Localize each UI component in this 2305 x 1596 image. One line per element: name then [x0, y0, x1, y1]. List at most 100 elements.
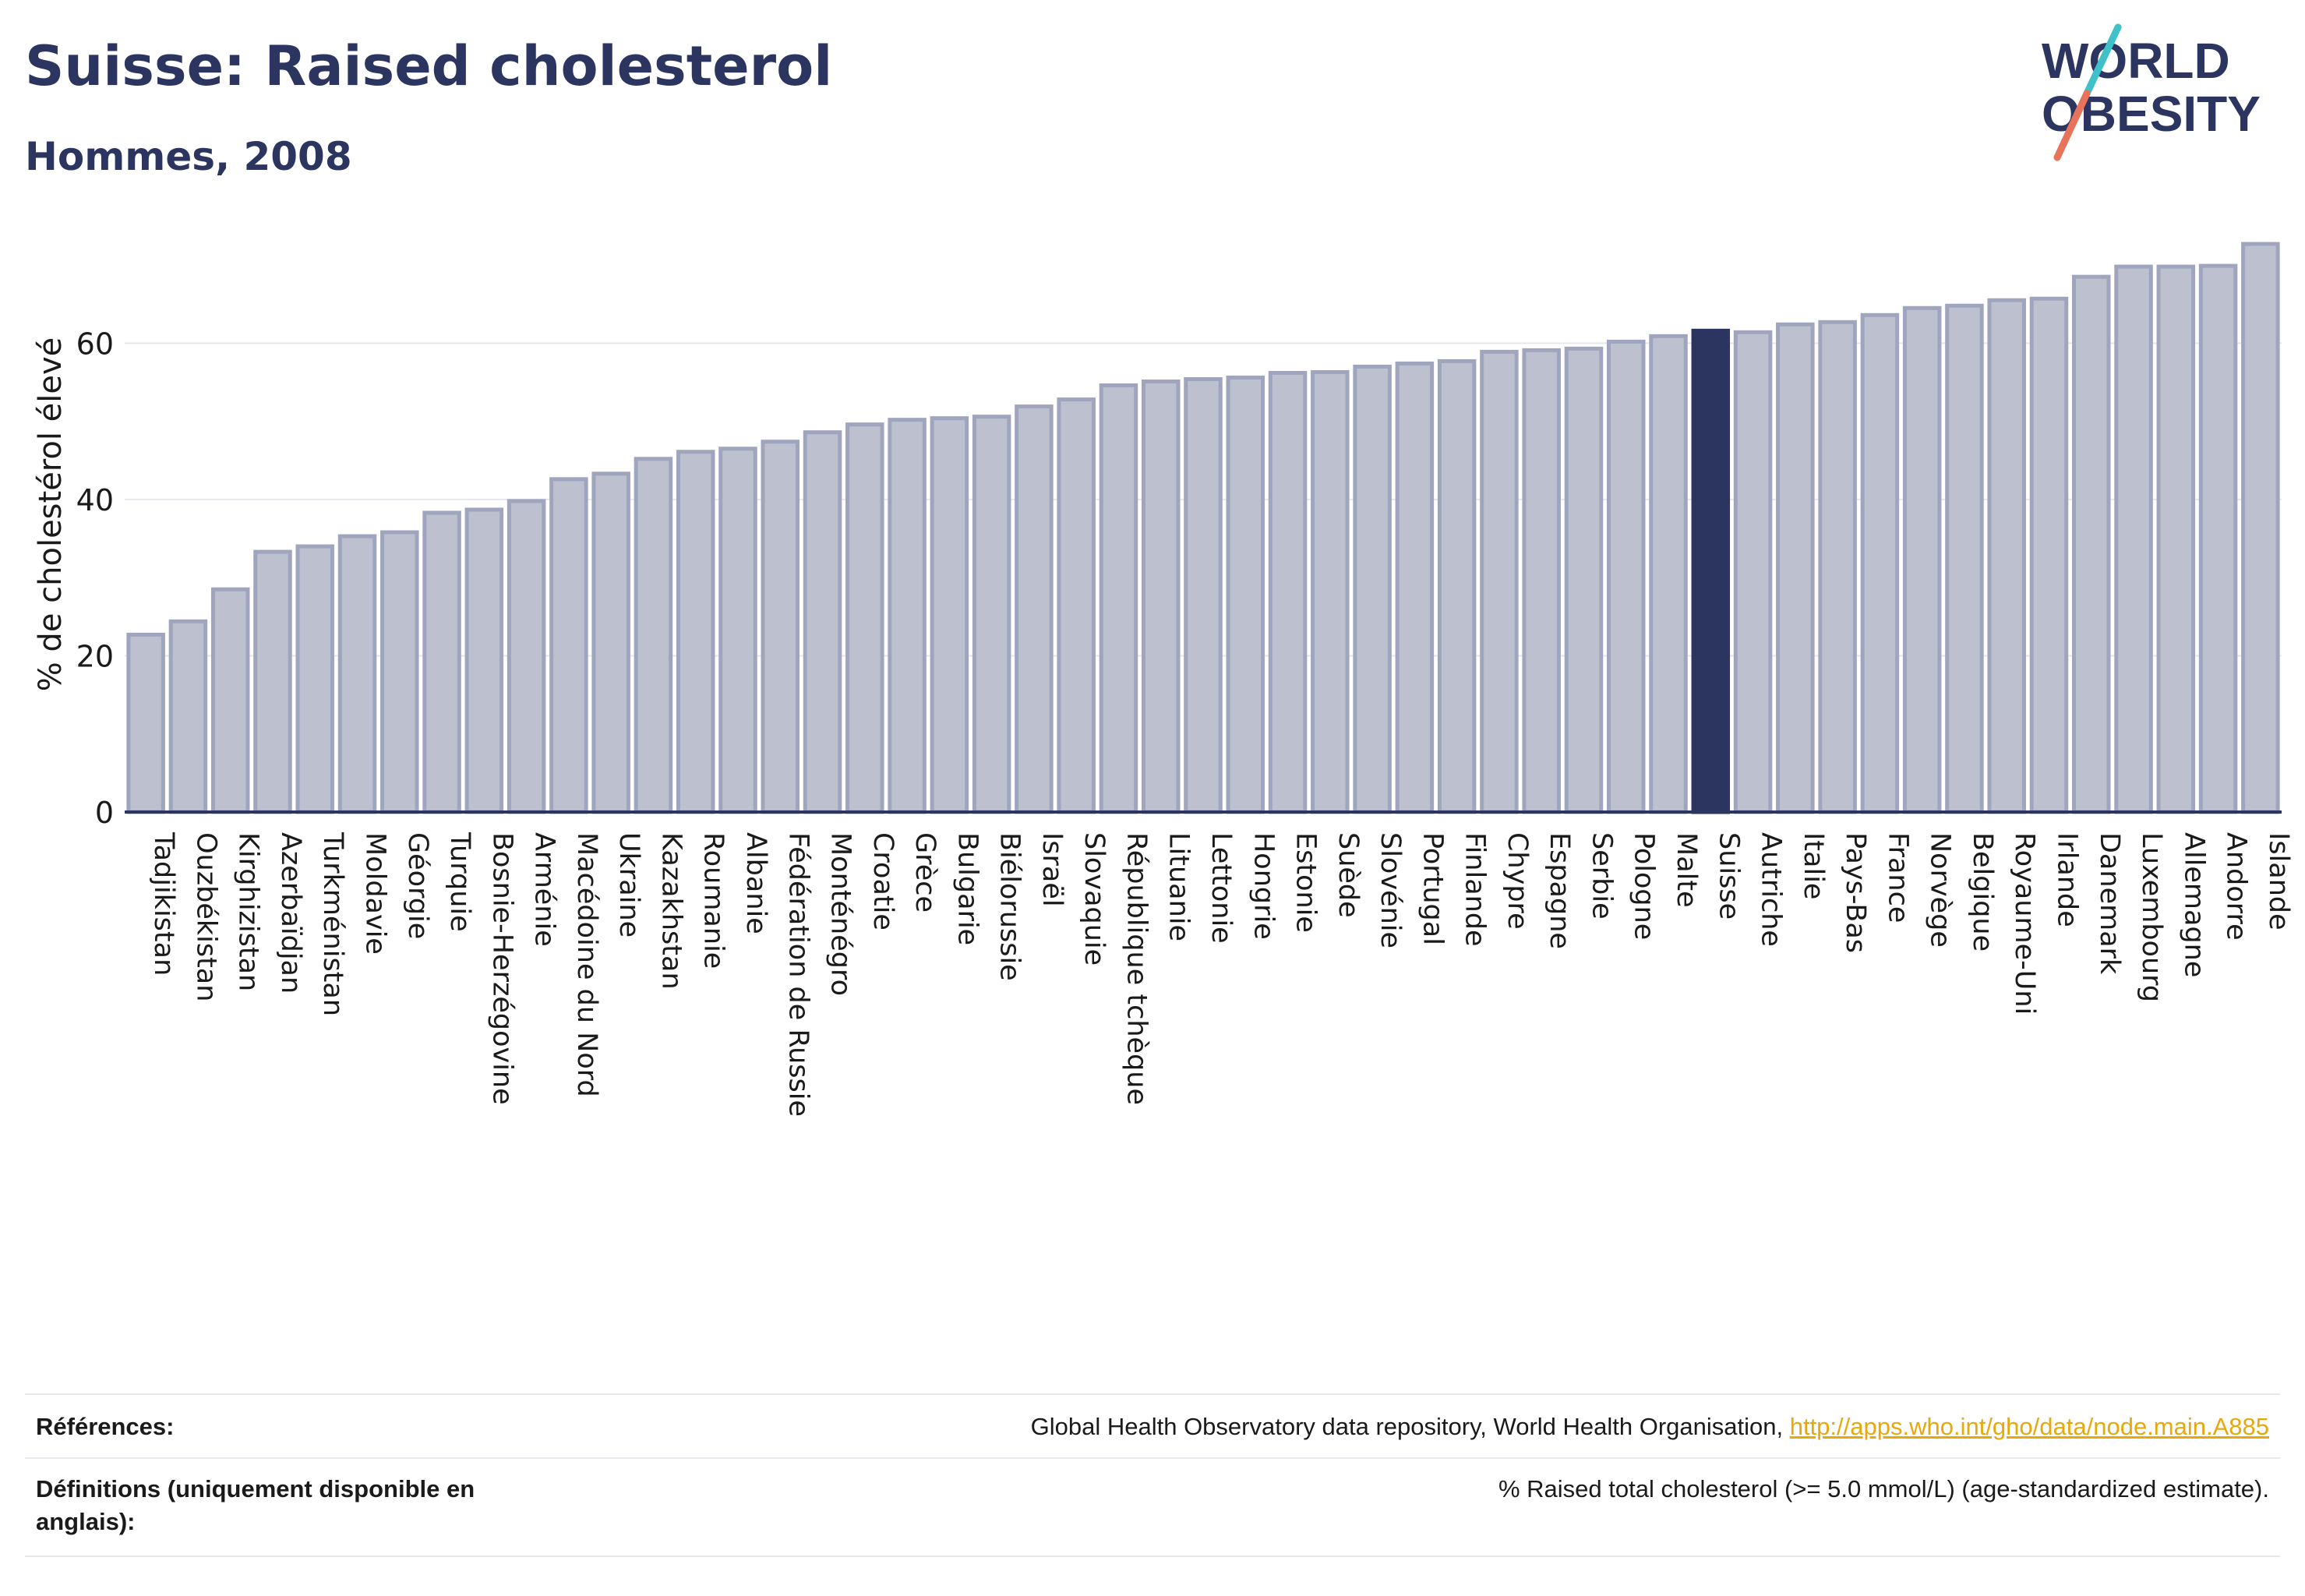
bar — [1184, 377, 1223, 814]
bar — [1902, 305, 1942, 814]
bar — [1268, 370, 1308, 814]
x-tick-label: France — [1882, 832, 1913, 923]
x-tick-label: Serbie — [1586, 832, 1617, 920]
bar — [591, 471, 630, 814]
bar — [1860, 312, 1900, 814]
x-tick-label: Fédération de Russie — [782, 832, 814, 1117]
x-tick-label: Croatie — [867, 832, 898, 930]
x-tick-label: Macédoine du Nord — [571, 832, 602, 1097]
references-label: Références: — [36, 1413, 175, 1440]
x-tick-label: Andorre — [2221, 832, 2252, 941]
definitions-value: % Raised total cholesterol (>= 5.0 mmol/… — [1498, 1475, 2269, 1502]
bar — [1226, 375, 1265, 814]
bar-chart: 0 20 40 60 Tadjikistan Ouzbékistan Kirghizist… — [33, 242, 2294, 1117]
x-tick-label: Autriche — [1756, 832, 1787, 947]
bar — [761, 440, 800, 814]
x-tick-label: Ukraine — [613, 832, 644, 937]
x-tick-label: Biélorussie — [994, 832, 1025, 981]
bar — [1987, 298, 2026, 814]
x-tick-label: Chypre — [1502, 832, 1533, 930]
x-tick-label: Arménie — [529, 832, 560, 947]
x-tick-label: Israël — [1036, 832, 1068, 907]
bar — [422, 510, 461, 814]
chart-subtitle: Hommes, 2008 — [25, 134, 352, 179]
x-tick-label: Monténégro — [825, 832, 856, 996]
x-tick-label: Suède — [1333, 832, 1364, 918]
bar — [972, 415, 1011, 814]
x-tick-label: Estonie — [1290, 832, 1322, 933]
bar — [1606, 339, 1646, 814]
bar — [464, 507, 504, 814]
axis-layer: 0 20 40 60 — [76, 327, 2282, 830]
y-tick-label: 60 — [76, 327, 114, 361]
x-tick-label: Norvège — [1925, 832, 1956, 948]
y-tick-label: 0 — [95, 796, 114, 830]
x-tick-label: Allemagne — [2178, 832, 2209, 977]
x-tick-label: Kirghizistan — [233, 832, 264, 991]
y-tick-label: 20 — [76, 639, 114, 673]
x-tick-label: Luxembourg — [2136, 832, 2167, 1002]
references-link[interactable]: http://apps.who.int/gho/data/node.main.A… — [1789, 1413, 2269, 1440]
bar — [337, 534, 377, 814]
bar — [1945, 303, 1984, 814]
x-tick-label: Ouzbékistan — [190, 832, 221, 1001]
x-tick-label: Suisse — [1713, 832, 1744, 920]
bar — [1733, 330, 1773, 814]
bar — [676, 450, 715, 814]
x-tick-label: Tadjikistan — [148, 832, 179, 976]
bar — [1057, 397, 1096, 814]
bar — [1311, 369, 1350, 814]
x-tick-label: Islande — [2263, 832, 2294, 930]
bar — [126, 632, 165, 814]
x-tick-label: Pologne — [1629, 832, 1660, 940]
y-axis-label: % de cholestérol élevé — [33, 337, 69, 692]
bar — [1015, 404, 1054, 814]
bar — [2029, 296, 2069, 814]
bar — [1395, 361, 1435, 814]
bar — [295, 544, 334, 814]
logo-slash-bottom — [2053, 90, 2091, 161]
x-tick-label: Grèce — [909, 832, 941, 913]
x-tick-label: Lettonie — [1205, 832, 1237, 944]
bar — [888, 418, 927, 814]
bar — [1564, 346, 1604, 814]
x-tick-labels: Tadjikistan Ouzbékistan Kirghizistan Azerba… — [148, 832, 2294, 1117]
references-text: Global Health Observatory data repositor… — [1030, 1413, 1790, 1440]
definitions-row: Définitions (uniquement disponible en an… — [25, 1457, 2280, 1557]
bar — [1141, 380, 1181, 814]
bar — [845, 422, 884, 814]
x-tick-label: Finlande — [1460, 832, 1491, 947]
bar — [2198, 263, 2238, 814]
bar — [803, 430, 842, 814]
x-tick-label: Lituanie — [1163, 832, 1195, 941]
x-tick-label: Slovaquie — [1078, 832, 1110, 966]
bar — [2072, 274, 2111, 814]
x-tick-label: Royaume-Uni — [2009, 832, 2040, 1015]
bar — [1437, 358, 1477, 814]
bars-layer — [126, 242, 2280, 814]
bar — [1522, 348, 1561, 814]
x-tick-label: Géorgie — [402, 832, 433, 939]
bar — [1818, 320, 1857, 814]
logo-slash-top — [2083, 23, 2122, 97]
x-tick-label: Turquie — [444, 832, 475, 932]
footer: Références: Global Health Observatory da… — [25, 1393, 2280, 1557]
chart-title: Suisse: Raised cholesterol — [25, 34, 833, 98]
bar — [930, 416, 969, 814]
bar — [718, 447, 757, 814]
x-tick-label: Hongrie — [1248, 832, 1279, 940]
bar — [507, 499, 546, 814]
y-tick-label: 40 — [76, 483, 114, 517]
bar — [1353, 364, 1392, 814]
bar — [380, 530, 419, 814]
x-tick-label: Espagne — [1544, 832, 1575, 949]
bar — [634, 457, 673, 814]
bar — [2114, 264, 2153, 814]
bar — [1649, 334, 1688, 814]
x-tick-label: Kazakhstan — [655, 832, 687, 990]
x-tick-label: Turkménistan — [317, 832, 348, 1016]
bar — [253, 549, 292, 814]
bar — [2156, 264, 2196, 814]
bar — [1480, 349, 1519, 814]
x-tick-label: Portugal — [1417, 832, 1448, 945]
